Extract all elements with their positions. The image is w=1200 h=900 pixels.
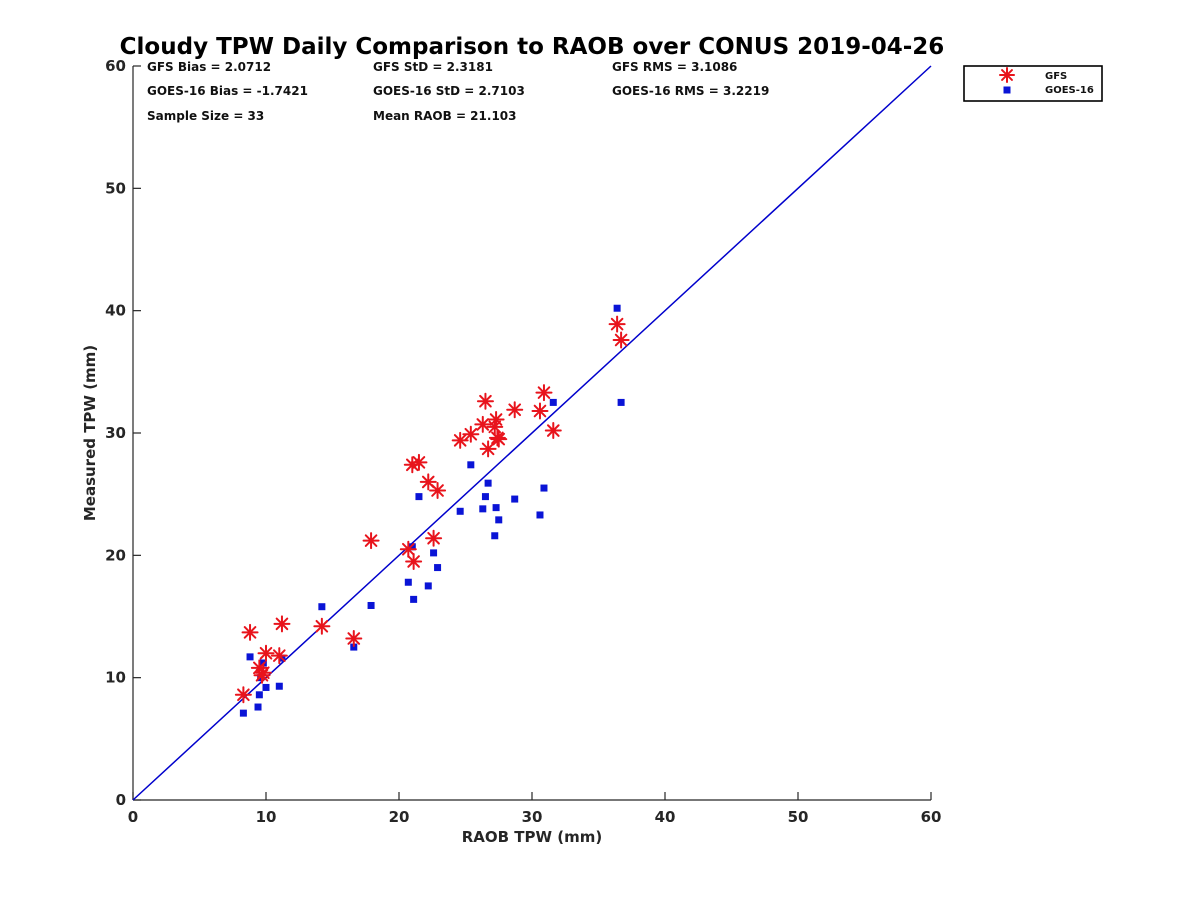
goes16-point (540, 484, 548, 492)
goes16-point (262, 683, 270, 691)
y-axis-label: Measured TPW (mm) (81, 345, 99, 521)
goes16-point (456, 507, 464, 515)
x-tick-label: 0 (128, 808, 138, 826)
stat-goes-rms: GOES-16 RMS = 3.2219 (612, 84, 769, 98)
legend: GFS GOES-16 (963, 65, 1103, 102)
gfs-point (476, 392, 494, 410)
x-axis-ticks: 0 10 20 30 40 50 60 (128, 792, 942, 826)
gfs-point (535, 384, 553, 402)
goes16-point (350, 643, 358, 651)
gfs-point (487, 411, 505, 429)
gfs-point (608, 315, 626, 333)
x-tick-label: 20 (389, 808, 410, 826)
goes16-point (491, 532, 499, 540)
gfs-point (479, 440, 497, 458)
goes16-point (481, 493, 489, 501)
legend-gfs-marker (999, 67, 1015, 83)
goes16-point (408, 543, 416, 551)
gfs-point (462, 425, 480, 443)
goes16-point (430, 549, 438, 557)
y-tick-label: 40 (105, 302, 126, 320)
gfs-point (544, 422, 562, 440)
goes16-point (254, 703, 262, 711)
gfs-point (362, 532, 380, 550)
goes16-point (479, 505, 487, 513)
goes16-point (536, 511, 544, 519)
y-tick-label: 10 (105, 669, 126, 687)
series-gfs (234, 315, 630, 704)
y-tick-label: 50 (105, 179, 126, 197)
goes16-point (275, 682, 283, 690)
stat-goes-bias: GOES-16 Bias = -1.7421 (147, 84, 308, 98)
stat-gfs-rms: GFS RMS = 3.1086 (612, 60, 737, 74)
goes16-point (467, 461, 475, 469)
x-axis-label: RAOB TPW (mm) (462, 828, 603, 846)
goes16-point (434, 564, 442, 572)
goes16-point (246, 653, 254, 661)
goes16-point (613, 304, 621, 312)
gfs-point (241, 623, 259, 641)
gfs-point (531, 402, 549, 420)
gfs-point (257, 644, 275, 662)
gfs-point (405, 552, 423, 570)
y-tick-label: 60 (105, 57, 126, 75)
goes16-point (511, 495, 519, 503)
x-tick-label: 50 (788, 808, 809, 826)
one-to-one-line (132, 65, 932, 801)
y-tick-label: 30 (105, 424, 126, 442)
stat-goes-std: GOES-16 StD = 2.7103 (373, 84, 525, 98)
gfs-point (612, 331, 630, 349)
y-tick-label: 0 (116, 791, 126, 809)
goes16-point (484, 479, 492, 487)
x-tick-label: 10 (256, 808, 277, 826)
legend-goes16-label: GOES-16 (1045, 85, 1094, 96)
x-tick-label: 60 (921, 808, 942, 826)
gfs-point (273, 615, 291, 633)
goes16-point (255, 691, 263, 699)
goes16-point (410, 595, 418, 603)
gfs-point (270, 647, 288, 665)
x-tick-label: 30 (522, 808, 543, 826)
goes16-point (492, 504, 500, 512)
goes16-point (239, 709, 247, 717)
legend-box (963, 65, 1103, 102)
stat-mean-raob: Mean RAOB = 21.103 (373, 109, 517, 123)
gfs-point (403, 456, 421, 474)
goes16-point (424, 582, 432, 590)
plot-area: 0 10 20 30 40 50 60 0 10 20 30 40 50 60 (105, 57, 941, 826)
goes16-point (617, 398, 625, 406)
y-tick-label: 20 (105, 546, 126, 564)
goes16-point (404, 578, 412, 586)
stat-gfs-std: GFS StD = 2.3181 (373, 60, 493, 74)
statistics-block: GFS Bias = 2.0712 GFS StD = 2.3181 GFS R… (147, 60, 769, 123)
gfs-point (425, 529, 443, 547)
gfs-point (429, 481, 447, 499)
gfs-point (399, 540, 417, 558)
gfs-point (234, 686, 252, 704)
y-axis-ticks: 0 10 20 30 40 50 60 (105, 57, 141, 809)
gfs-point (490, 430, 508, 448)
goes16-point (549, 398, 557, 406)
stat-gfs-bias: GFS Bias = 2.0712 (147, 60, 271, 74)
legend-goes16-marker (1003, 86, 1011, 94)
legend-goes16-symbol (1003, 86, 1011, 94)
series-goes16 (239, 304, 625, 717)
chart-title: Cloudy TPW Daily Comparison to RAOB over… (120, 34, 945, 60)
goes16-point (318, 603, 326, 611)
goes16-point (415, 493, 423, 501)
gfs-point (506, 401, 524, 419)
gfs-point (254, 664, 272, 682)
goes16-point (495, 516, 503, 524)
stat-sample-size: Sample Size = 33 (147, 109, 264, 123)
gfs-point (345, 630, 363, 648)
gfs-point (474, 415, 492, 433)
goes16-point (367, 601, 375, 609)
legend-gfs-label: GFS (1045, 71, 1067, 82)
legend-gfs-symbol (999, 67, 1015, 83)
x-tick-label: 40 (655, 808, 676, 826)
gfs-point (410, 453, 428, 471)
gfs-point (313, 617, 331, 635)
